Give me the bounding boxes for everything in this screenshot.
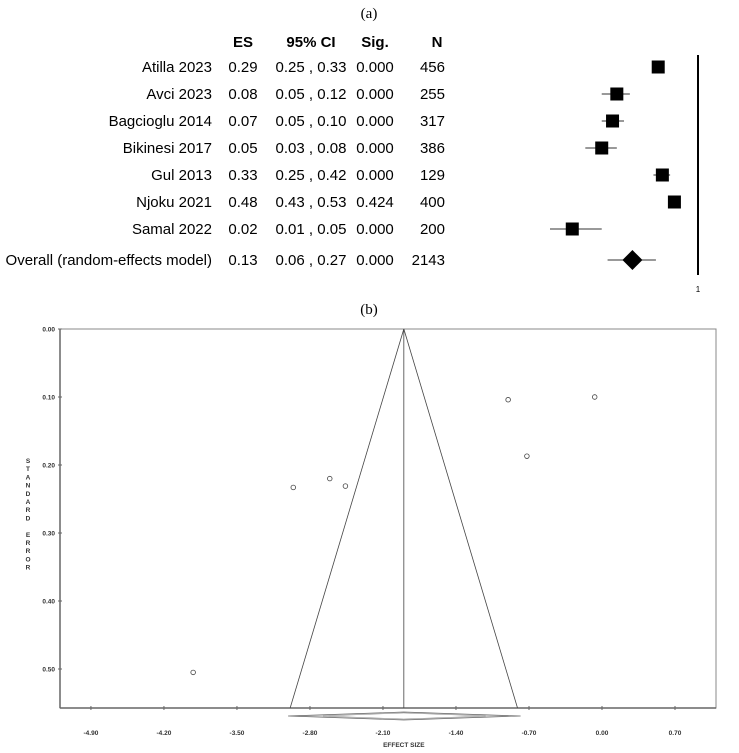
column-header: N — [432, 34, 443, 51]
reference-label: 1 — [696, 285, 701, 294]
ci-value: 0.06 , 0.27 — [276, 252, 347, 269]
es-value: 0.33 — [228, 167, 257, 184]
x-axis-label: EFFECT SIZE — [383, 742, 425, 749]
study-row: Njoku 2021 0.48 0.43 , 0.53 0.424 400 — [136, 194, 681, 211]
n-value: 200 — [420, 221, 445, 238]
effect-square — [565, 222, 579, 236]
y-tick-label: 0.00 — [42, 327, 55, 334]
study-point — [290, 484, 296, 491]
y-tick-label: 0.50 — [42, 667, 55, 674]
es-value: 0.05 — [228, 140, 257, 157]
x-tick-label: -2.10 — [376, 730, 391, 737]
column-header: ES — [233, 34, 253, 51]
overall-diamond — [622, 250, 643, 270]
study-label: Atilla 2023 — [142, 59, 212, 76]
study-point — [505, 397, 511, 403]
y-tick-label: 0.40 — [42, 599, 55, 606]
study-row: Gul 2013 0.33 0.25 , 0.42 0.000 129 — [151, 167, 671, 184]
sig-value: 0.000 — [356, 59, 394, 76]
funnel-left-line — [289, 328, 405, 709]
study-row: Atilla 2023 0.29 0.25 , 0.33 0.000 456 — [142, 59, 665, 76]
x-tick-label: -2.80 — [303, 730, 318, 737]
study-label: Avci 2023 — [146, 86, 212, 103]
study-label: Overall (random-effects model) — [6, 252, 212, 269]
funnel-right-line — [403, 328, 518, 709]
n-value: 255 — [420, 86, 445, 103]
study-row: Samal 2022 0.02 0.01 , 0.05 0.000 200 — [132, 221, 602, 238]
effect-square — [655, 168, 669, 182]
es-value: 0.02 — [228, 221, 257, 238]
effect-square — [595, 141, 609, 155]
panel-label-a: (a) — [361, 6, 378, 22]
y-tick-label: 0.30 — [42, 531, 55, 538]
plot-frame — [59, 328, 717, 709]
x-tick-label: -0.70 — [522, 730, 537, 737]
study-row: Bikinesi 2017 0.05 0.03 , 0.08 0.000 386 — [123, 140, 617, 157]
ci-value: 0.03 , 0.08 — [276, 140, 347, 157]
study-label: Samal 2022 — [132, 221, 212, 238]
ci-value: 0.05 , 0.10 — [276, 113, 347, 130]
x-tick-label: 0.70 — [669, 730, 682, 737]
effect-square — [667, 195, 681, 209]
effect-square — [651, 60, 665, 74]
es-value: 0.07 — [228, 113, 257, 130]
study-row: Avci 2023 0.08 0.05 , 0.12 0.000 255 — [146, 86, 630, 103]
n-value: 386 — [420, 140, 445, 157]
ci-value: 0.43 , 0.53 — [276, 194, 347, 211]
study-point — [190, 669, 196, 676]
es-value: 0.29 — [228, 59, 257, 76]
study-label: Bagcioglu 2014 — [109, 113, 212, 130]
study-point — [327, 475, 333, 482]
n-value: 456 — [420, 59, 445, 76]
n-value: 317 — [420, 113, 445, 130]
ci-value: 0.25 , 0.42 — [276, 167, 347, 184]
x-tick-label: -4.90 — [84, 730, 99, 737]
study-label: Bikinesi 2017 — [123, 140, 212, 157]
overall-row: Overall (random-effects model) 0.13 0.06 ,… — [6, 250, 656, 270]
column-header: Sig. — [361, 34, 389, 51]
study-row: Bagcioglu 2014 0.07 0.05 , 0.10 0.000 317 — [109, 113, 624, 130]
study-point — [591, 394, 598, 400]
n-value: 2143 — [412, 252, 445, 269]
sig-value: 0.424 — [356, 194, 394, 211]
effect-square — [610, 87, 624, 101]
y-tick-label: 0.10 — [42, 395, 55, 402]
column-header: 95% CI — [286, 34, 335, 51]
summary-diamond-inner — [323, 712, 486, 720]
study-label: Njoku 2021 — [136, 194, 212, 211]
ci-value: 0.05 , 0.12 — [276, 86, 347, 103]
study-label: Gul 2013 — [151, 167, 212, 184]
sig-value: 0.000 — [356, 252, 394, 269]
ci-value: 0.01 , 0.05 — [276, 221, 347, 238]
sig-value: 0.000 — [356, 221, 394, 238]
n-value: 129 — [420, 167, 445, 184]
es-value: 0.08 — [228, 86, 257, 103]
x-tick-label: -4.20 — [157, 730, 172, 737]
es-value: 0.13 — [228, 252, 257, 269]
es-value: 0.48 — [228, 194, 257, 211]
y-tick-label: 0.20 — [42, 463, 55, 470]
sig-value: 0.000 — [356, 86, 394, 103]
x-tick-label: 0.00 — [596, 730, 609, 737]
panel-label-b: (b) — [360, 302, 378, 318]
n-value: 400 — [420, 194, 445, 211]
study-point — [342, 483, 349, 489]
sig-value: 0.000 — [356, 113, 394, 130]
sig-value: 0.000 — [356, 167, 394, 184]
sig-value: 0.000 — [356, 140, 394, 157]
x-tick-label: -3.50 — [230, 730, 245, 737]
x-tick-label: -1.40 — [449, 730, 464, 737]
study-point — [524, 453, 530, 459]
effect-square — [606, 114, 620, 128]
ci-value: 0.25 , 0.33 — [276, 59, 347, 76]
